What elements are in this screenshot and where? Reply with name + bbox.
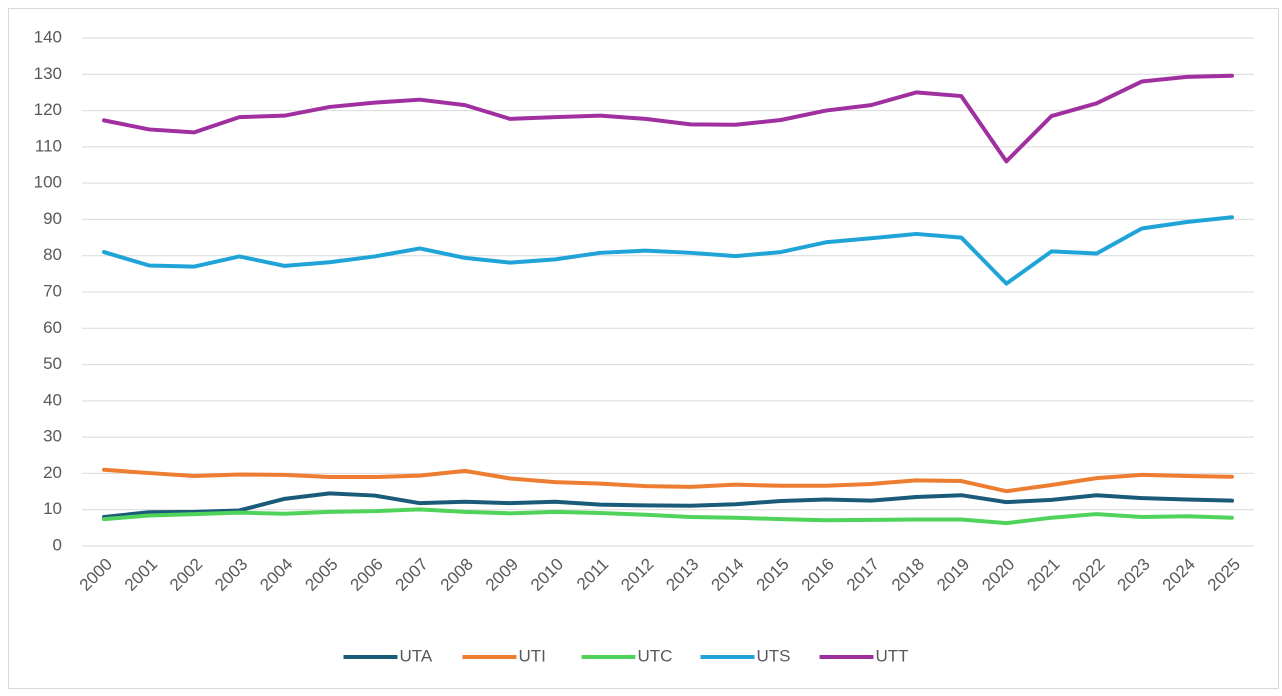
- legend-label: UTS: [757, 646, 791, 665]
- legend-label: UTT: [876, 646, 909, 665]
- y-tick-label: 60: [43, 318, 62, 337]
- series-line: [102, 467, 1234, 494]
- y-tick-label: 140: [34, 27, 62, 46]
- series-line: [102, 215, 1234, 286]
- y-tick-label: 80: [43, 245, 62, 264]
- y-tick-label: 50: [43, 354, 62, 373]
- y-tick-label: 30: [43, 427, 62, 446]
- series-line: [102, 73, 1234, 164]
- y-tick-label: 70: [43, 281, 62, 300]
- legend-label: UTC: [638, 646, 673, 665]
- series-line: [102, 491, 1234, 519]
- series-line: [102, 507, 1234, 526]
- y-tick-label: 120: [34, 100, 62, 119]
- y-tick-label: 130: [34, 64, 62, 83]
- y-tick-label: 40: [43, 390, 62, 409]
- legend-label: UTI: [519, 646, 546, 665]
- y-tick-label: 100: [34, 173, 62, 192]
- y-tick-label: 20: [43, 463, 62, 482]
- y-tick-label: 90: [43, 209, 62, 228]
- y-tick-label: 110: [35, 136, 62, 155]
- legend-label: UTA: [400, 646, 433, 665]
- y-tick-label: 0: [53, 535, 62, 554]
- y-tick-label: 10: [43, 499, 62, 518]
